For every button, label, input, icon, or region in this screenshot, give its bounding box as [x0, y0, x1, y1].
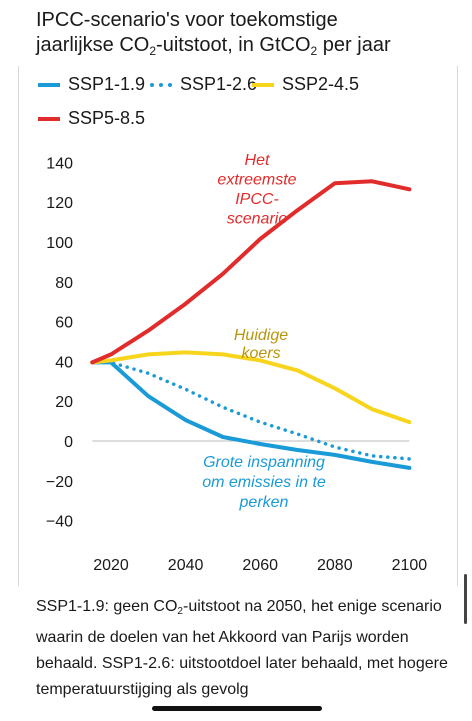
annotation-line: scenario	[227, 211, 288, 228]
y-axis-ticks: 140 120 100 80 60 40 20 0 −20 −40	[46, 155, 73, 530]
y-tick-label: 40	[55, 354, 73, 371]
legend-label-ssp1-19: SSP1-1.9	[68, 74, 146, 94]
legend-swatch-ssp5-85	[38, 116, 60, 121]
legend-item-ssp1-26: SSP1-2.6	[150, 74, 257, 95]
legend-item-ssp5-85: SSP5-8.5	[38, 108, 145, 129]
y-tick-label: 60	[55, 315, 73, 332]
title-line2-mid: -uitstoot, in GtCO	[156, 34, 311, 56]
y-tick-label: −20	[46, 474, 73, 491]
title-line2-post: per jaar	[317, 34, 391, 56]
series-line-ssp5-8-5	[90, 179, 412, 365]
caption-subscript: 2	[177, 606, 183, 617]
y-tick-label: −40	[46, 514, 73, 531]
legend-item-ssp2-45: SSP2-4.5	[252, 74, 359, 95]
x-tick-label: 2040	[168, 557, 204, 574]
y-tick-label: 20	[55, 394, 73, 411]
annotation-line: extreemste	[217, 172, 296, 189]
caption-part2: -uitstoot na 2050, het enige scenario wa…	[36, 598, 448, 698]
annotation-line: koers	[241, 345, 280, 362]
x-tick-label: 2100	[392, 557, 428, 574]
series-line-ssp1-2-6	[90, 360, 412, 461]
y-tick-label: 140	[46, 155, 73, 172]
annotation-line: perken	[239, 494, 289, 511]
caption-part1: SSP1-1.9: geen CO	[36, 598, 178, 615]
annotation-line: Grote inspanning	[203, 454, 325, 471]
series-lines	[90, 179, 412, 470]
annotation-line: om emissies in te	[202, 474, 326, 491]
legend-swatch-ssp1-19	[38, 82, 60, 87]
y-tick-label: 0	[64, 434, 73, 451]
y-tick-label: 120	[46, 195, 73, 212]
x-tick-label: 2080	[317, 557, 353, 574]
x-tick-label: 2020	[93, 557, 129, 574]
legend-label-ssp5-85: SSP5-8.5	[68, 108, 146, 128]
chart-frame	[18, 66, 458, 586]
legend-swatch-ssp1-26	[150, 82, 172, 87]
annotation-line: Het	[245, 152, 270, 169]
y-tick-label: 100	[46, 235, 73, 252]
series-line-ssp2-4-5	[90, 350, 412, 425]
y-tick-label: 80	[55, 275, 73, 292]
legend-swatch-ssp2-45	[252, 82, 274, 87]
annotation-line: IPCC-	[235, 191, 279, 208]
title-line2-pre: jaarlijkse CO	[36, 34, 150, 56]
legend-label-ssp2-45: SSP2-4.5	[282, 74, 360, 94]
title-subscript-1: 2	[149, 44, 157, 58]
legend-label-ssp1-26: SSP1-2.6	[180, 74, 258, 94]
series-line-ssp1-1-9	[90, 360, 412, 470]
title-subscript-2: 2	[310, 44, 318, 58]
chart-title: IPCC-scenario's voor toekomstige jaarlij…	[36, 8, 446, 64]
scrollbar[interactable]	[464, 574, 467, 624]
legend-item-ssp1-19: SSP1-1.9	[38, 74, 145, 95]
home-indicator[interactable]	[152, 706, 322, 711]
title-line1: IPCC-scenario's voor toekomstige	[36, 9, 338, 31]
x-axis-ticks: 2020 2040 2060 2080 2100	[93, 557, 427, 574]
caption: SSP1-1.9: geen CO2-uitstoot na 2050, het…	[36, 594, 456, 703]
x-tick-label: 2060	[242, 557, 278, 574]
annotation-line: Huidige	[234, 327, 288, 344]
